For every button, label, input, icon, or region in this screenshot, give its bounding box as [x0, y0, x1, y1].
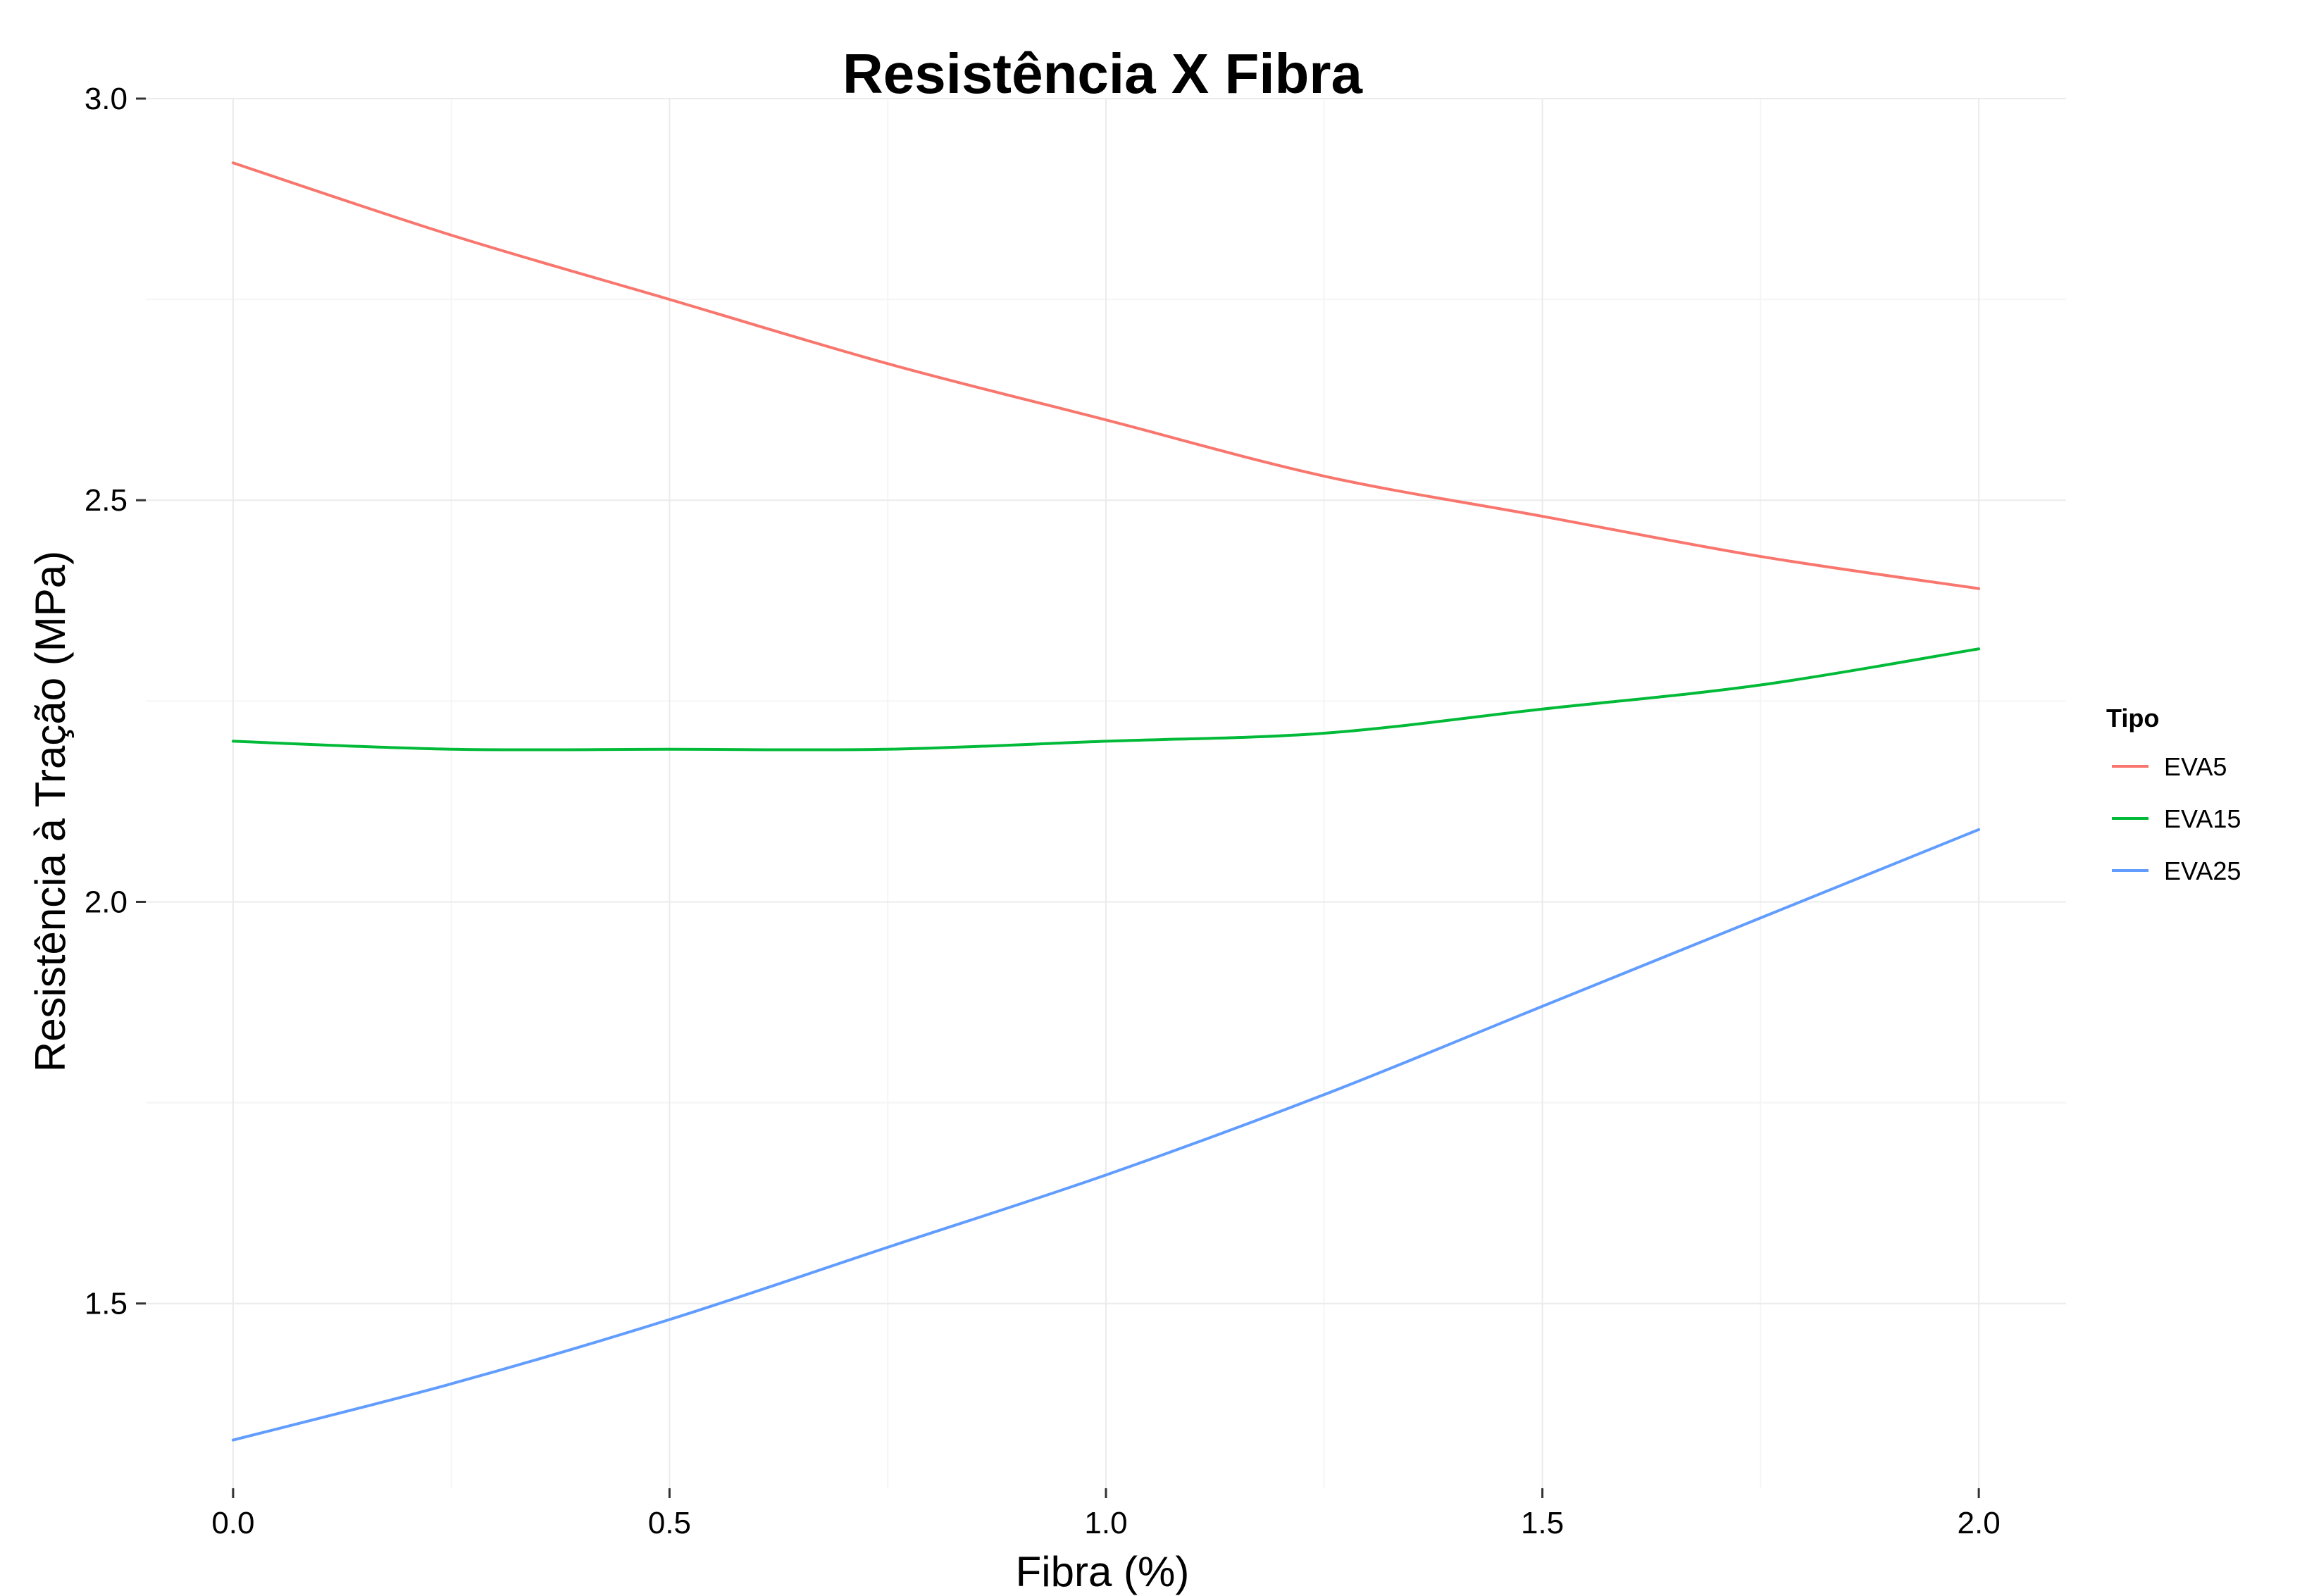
x-axis: 0.0 0.5 1.0 1.5 2.0 — [211, 1488, 2001, 1540]
series-line-eva15 — [231, 647, 1981, 752]
y-tick-label: 2.5 — [85, 483, 128, 518]
legend: Tipo EVA5 EVA15 EVA25 — [2106, 704, 2241, 885]
y-axis-label: Resistência à Tração (MPa) — [27, 551, 74, 1072]
series-lines — [231, 161, 1981, 1442]
y-tick-label: 3.0 — [85, 82, 128, 116]
series-line-eva5 — [231, 161, 1981, 590]
x-axis-label: Fibra (%) — [1016, 1548, 1190, 1595]
y-tick-label: 2.0 — [85, 885, 128, 919]
chart-title: Resistência X Fibra — [842, 42, 1363, 105]
x-tick-label: 1.5 — [1521, 1506, 1564, 1540]
x-tick-label: 2.0 — [1958, 1506, 2001, 1540]
legend-label-eva15: EVA15 — [2164, 804, 2241, 833]
legend-label-eva5: EVA5 — [2164, 752, 2227, 781]
legend-label-eva25: EVA25 — [2164, 856, 2241, 885]
grid-lines — [146, 98, 2066, 1488]
y-tick-label: 1.5 — [85, 1287, 128, 1321]
series-line-eva25 — [231, 828, 1981, 1442]
x-tick-label: 0.0 — [211, 1506, 254, 1540]
x-tick-label: 0.5 — [648, 1506, 691, 1540]
legend-title: Tipo — [2106, 704, 2159, 732]
y-axis: 1.5 2.0 2.5 3.0 — [85, 82, 146, 1321]
x-tick-label: 1.0 — [1084, 1506, 1127, 1540]
